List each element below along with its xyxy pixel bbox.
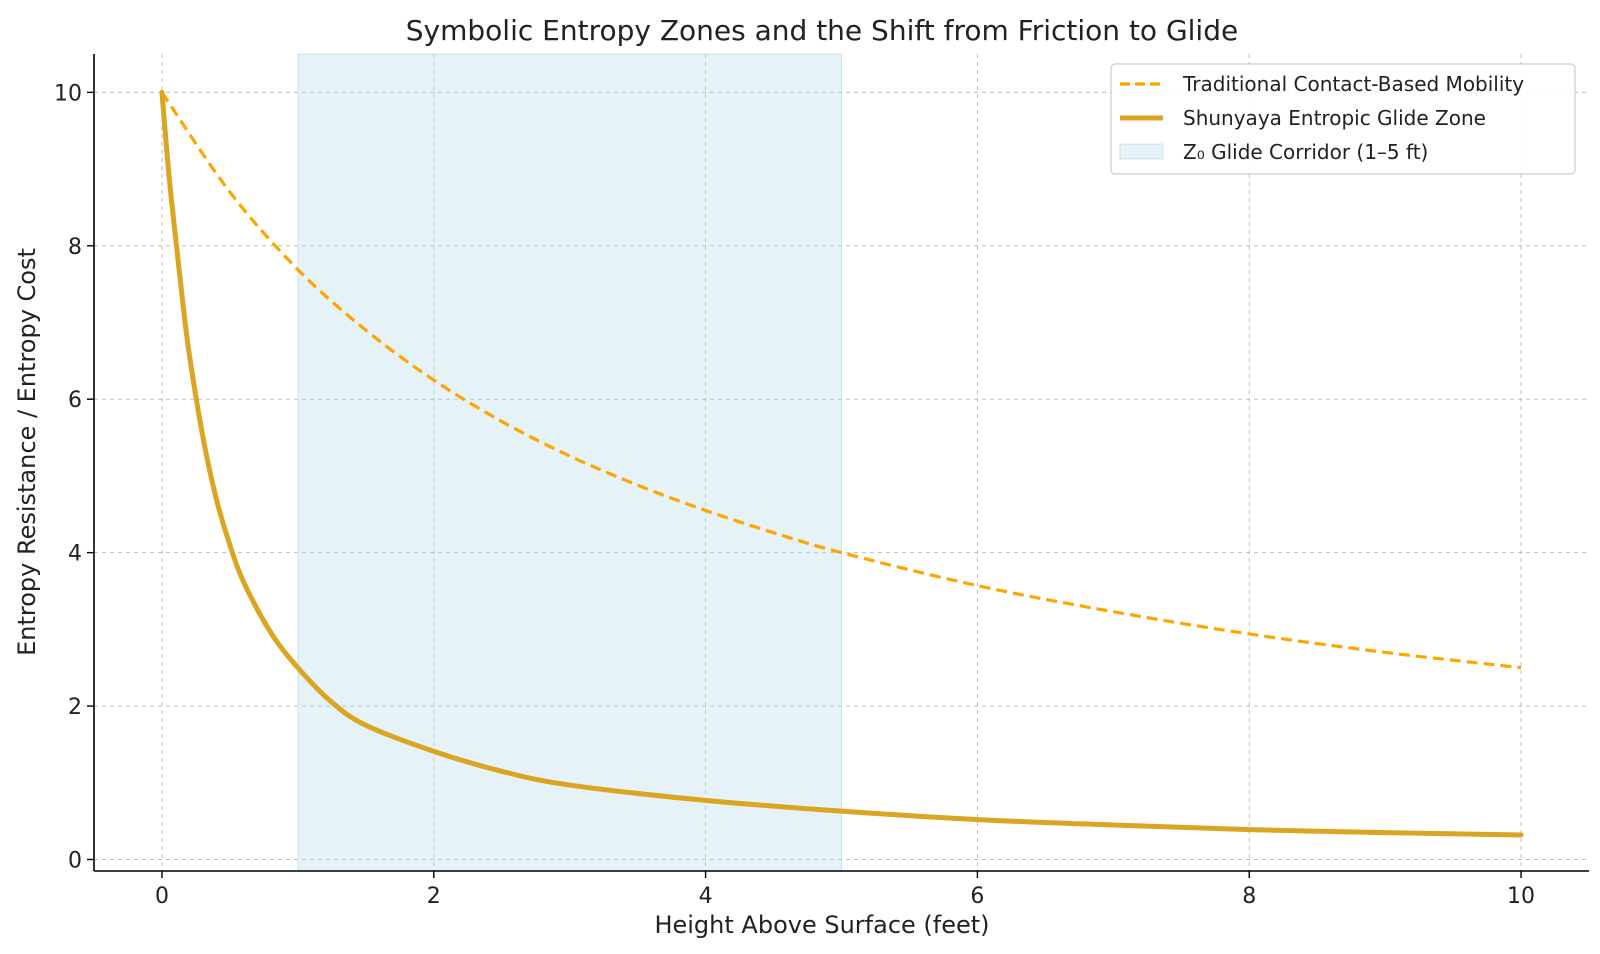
glide-corridor-region (297, 53, 842, 872)
legend: Traditional Contact-Based Mobility Shuny… (1110, 63, 1576, 175)
x-tick-label-3: 6 (970, 884, 984, 909)
x-tick-label-2: 4 (699, 884, 713, 909)
x-tick-label-4: 8 (1242, 884, 1256, 909)
y-axis-label: Entropy Resistance / Entropy Cost (13, 248, 41, 656)
shaded-region-layer (297, 53, 842, 872)
legend-label-corridor: Z₀ Glide Corridor (1–5 ft) (1183, 140, 1428, 164)
tick-layer: 0 2 4 6 8 10 0 2 4 6 8 10 (54, 81, 1535, 909)
entropic-glide-line (159, 89, 1524, 838)
legend-frame (1110, 63, 1576, 175)
y-tick-label-1: 2 (68, 695, 82, 720)
x-axis-label: Height Above Surface (feet) (654, 911, 989, 939)
y-tick-label-3: 6 (68, 388, 82, 413)
legend-swatch-corridor (1119, 143, 1164, 160)
x-tick-label-0: 0 (155, 884, 169, 909)
y-tick-label-2: 4 (68, 542, 82, 567)
legend-label-shunyaya: Shunyaya Entropic Glide Zone (1183, 106, 1486, 130)
series-layer (159, 89, 1524, 838)
axes-layer (93, 54, 1589, 872)
x-tick-label-1: 2 (427, 884, 441, 909)
y-tick-label-5: 10 (54, 81, 82, 106)
chart-title: Symbolic Entropy Zones and the Shift fro… (406, 14, 1238, 47)
y-tick-label-0: 0 (68, 848, 82, 873)
legend-label-traditional: Traditional Contact-Based Mobility (1182, 72, 1524, 96)
x-tick-label-5: 10 (1507, 884, 1535, 909)
traditional-mobility-line (160, 91, 1522, 670)
y-tick-label-4: 8 (68, 235, 82, 260)
